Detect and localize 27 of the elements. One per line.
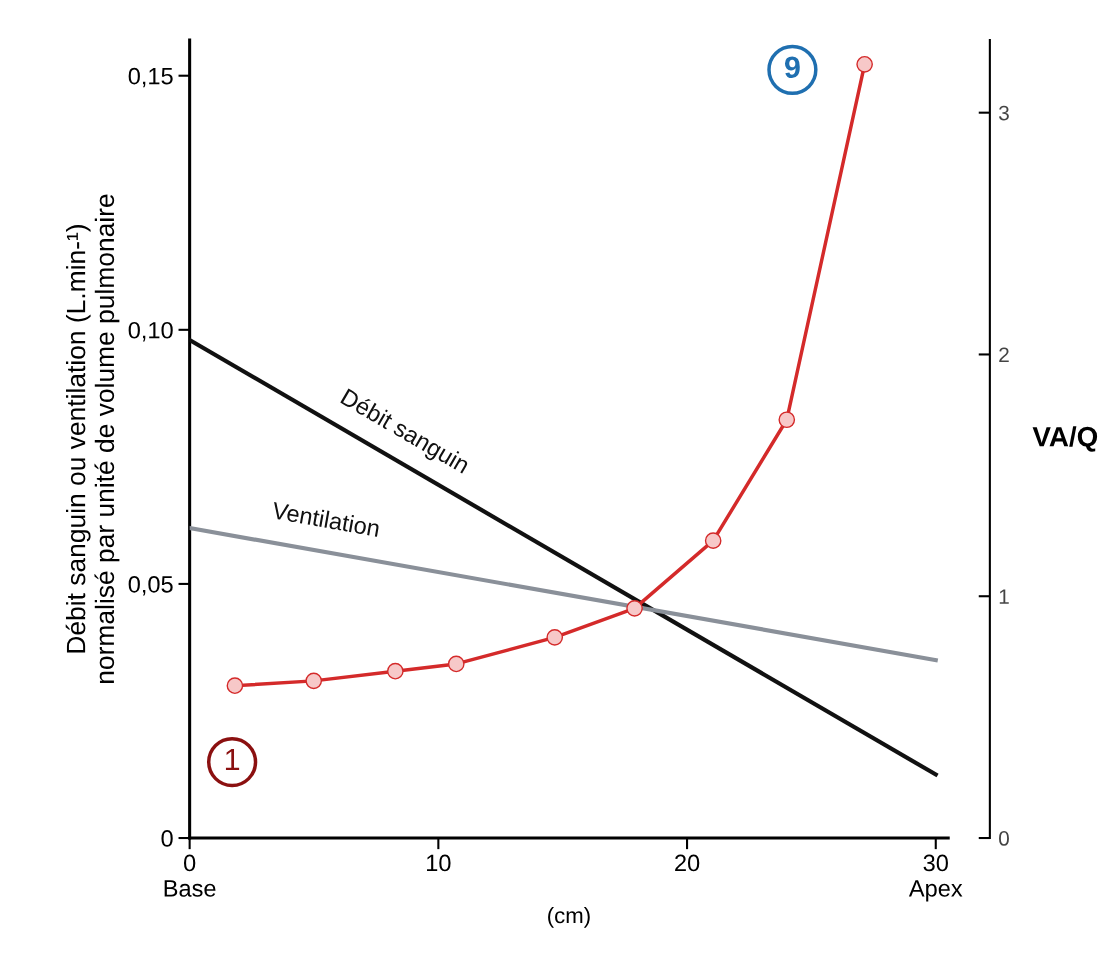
annotation: 9: [784, 56, 800, 79]
point: [546, 629, 564, 646]
point: [226, 677, 244, 695]
y-tick-label: 0,05: [128, 575, 173, 596]
y-tick-label: 0,15: [128, 67, 173, 88]
point: [704, 532, 722, 549]
y-axis-title: Débit sanguin ou ventilation (L.min-¹) normalisé par unité de volume pulmonaire: [65, 194, 120, 684]
point: [305, 672, 323, 690]
text: Ventilation: [271, 501, 380, 537]
y-tick-label: 0: [161, 830, 173, 847]
point: [778, 411, 796, 429]
point: [386, 662, 404, 680]
x-tick-label: 20: [675, 854, 700, 872]
y2-axis-title: VA/Q: [1032, 426, 1098, 452]
y2-tick-label: 1: [999, 589, 1009, 604]
y2-tick-label: 0: [999, 831, 1009, 846]
annotation: 1: [225, 748, 240, 770]
y2-tick-label: 2: [999, 347, 1009, 363]
y2-tick-label: 3: [998, 105, 1009, 121]
x-tick-label: 0 Base: [164, 854, 216, 897]
point: [447, 655, 465, 673]
point: [856, 55, 873, 73]
point: [626, 599, 643, 617]
x-tick-label: 10: [427, 854, 451, 872]
x-tick-label: 30 Apex: [908, 854, 963, 902]
x-axis-title: (cm): [548, 906, 590, 928]
y-tick-label: 0,10: [128, 321, 173, 342]
